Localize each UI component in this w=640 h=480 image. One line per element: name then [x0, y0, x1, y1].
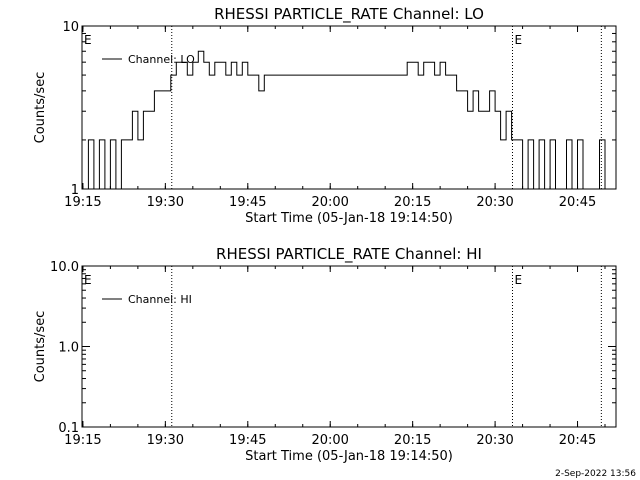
- y-tick-label: 1.0: [58, 341, 79, 356]
- x-tick-label: 19:45: [229, 195, 266, 210]
- plot-frame: [81, 265, 617, 428]
- event-marker-label: E: [514, 33, 522, 47]
- x-tick-label: 20:15: [394, 433, 431, 448]
- chart-title: RHESSI PARTICLE_RATE Channel: LO: [214, 5, 484, 24]
- y-tick-label: 0.1: [58, 421, 79, 436]
- x-tick-label: 19:15: [64, 195, 101, 210]
- x-tick-label: 20:00: [311, 195, 348, 210]
- x-tick-label: 20:30: [476, 195, 513, 210]
- y-axis-label: Counts/sec: [33, 72, 48, 144]
- x-tick-label: 19:30: [147, 195, 184, 210]
- y-axis-label: Counts/sec: [33, 311, 48, 383]
- lo-channel-panel: RHESSI PARTICLE_RATE Channel: LO 19:15 19:…: [33, 5, 617, 226]
- y-tick-label: 10: [62, 20, 79, 35]
- x-tick-label: 19:45: [229, 433, 266, 448]
- x-tick-label: 20:30: [476, 433, 513, 448]
- footer-date: 2-Sep-2022 13:56: [555, 469, 636, 479]
- series-line: [82, 50, 606, 190]
- x-tick-label: 19:15: [64, 433, 101, 448]
- plot-frame: [81, 25, 617, 190]
- x-tick-label: 20:15: [394, 195, 431, 210]
- x-tick-label: 20:45: [559, 433, 596, 448]
- event-marker-label: E: [514, 273, 522, 287]
- y-tick-label: 1: [71, 183, 79, 198]
- legend-label: Channel: HI: [128, 293, 192, 306]
- x-axis-label: Start Time (05-Jan-18 19:14:50): [245, 211, 453, 226]
- event-marker-label: E: [84, 33, 92, 47]
- x-tick-label: 20:00: [311, 433, 348, 448]
- hi-channel-panel: RHESSI PARTICLE_RATE Channel: HI 19:15 19:…: [33, 245, 617, 464]
- legend-label: Channel: LO: [128, 53, 195, 66]
- x-axis-label: Start Time (05-Jan-18 19:14:50): [245, 449, 453, 464]
- y-tick-label: 10.0: [50, 260, 79, 275]
- x-tick-label: 20:45: [559, 195, 596, 210]
- x-tick-label: 19:30: [147, 433, 184, 448]
- event-marker-label: E: [84, 273, 92, 287]
- chart-title: RHESSI PARTICLE_RATE Channel: HI: [216, 245, 482, 264]
